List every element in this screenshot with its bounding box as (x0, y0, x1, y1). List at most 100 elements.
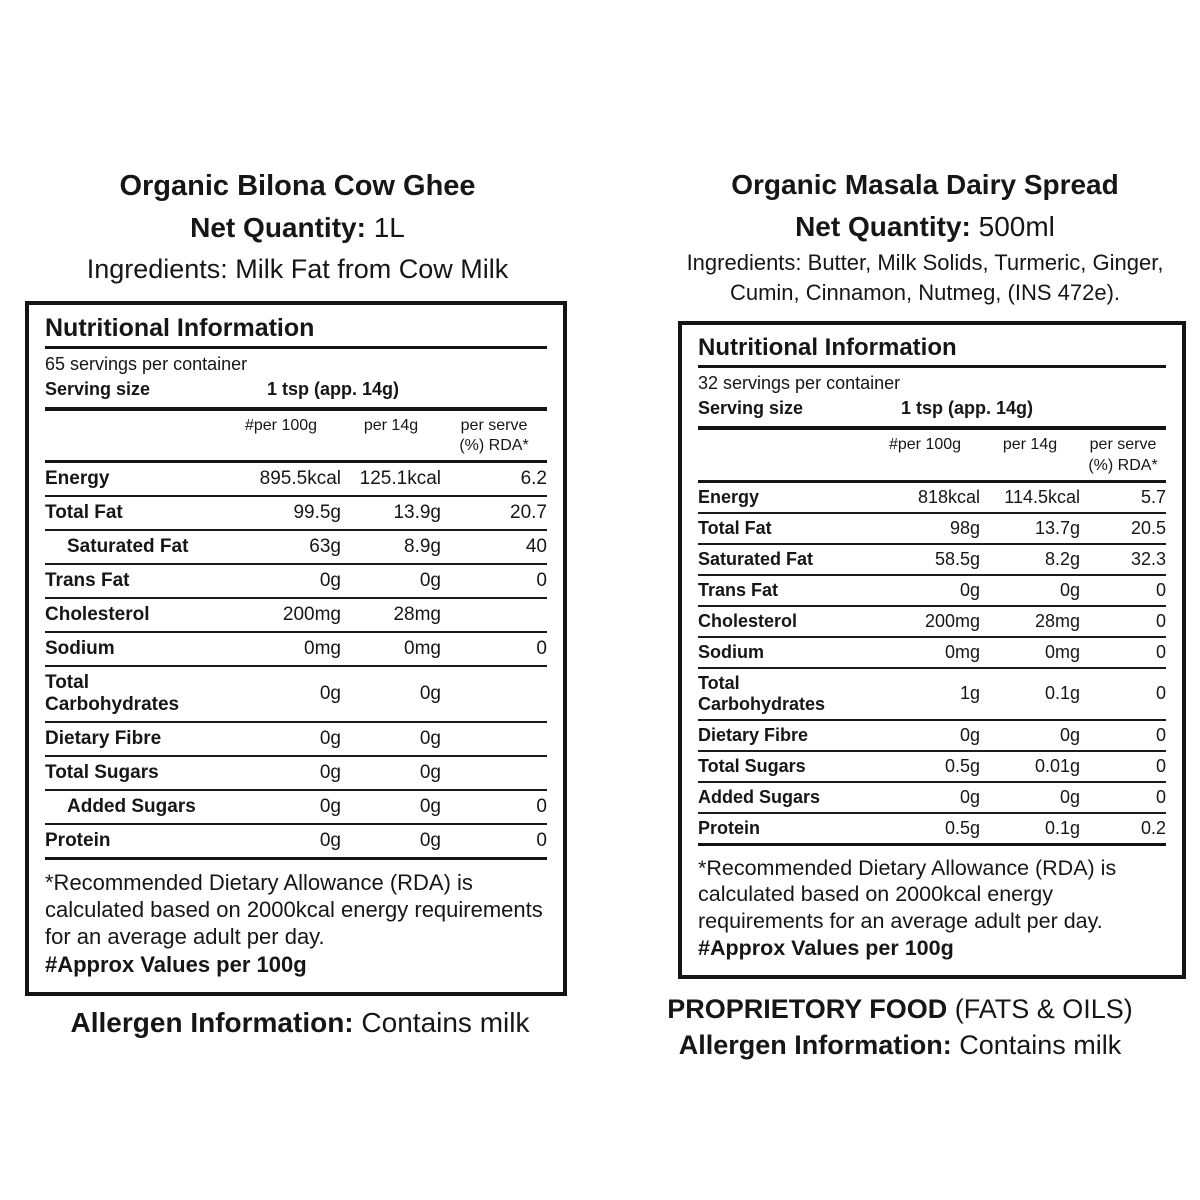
nutrient-value: 32.3 (1130, 548, 1166, 569)
nutrient-label: Protein (698, 817, 761, 838)
servings-count: 32 servings per container (698, 373, 901, 394)
nutrient-value: 0 (1155, 755, 1166, 776)
ingredients: Ingredients: Milk Fat from Cow Milk (25, 249, 570, 290)
spread-label: Organic Masala Dairy Spread Net Quantity… (600, 165, 1200, 1062)
nutrient-label: Total Carbohydrates (45, 672, 180, 716)
nutrition-row: Total Sugars 0g 0g (45, 756, 547, 791)
nutrient-value: 13.7g (1034, 517, 1080, 538)
net-quantity: Net Quantity: 1L (25, 207, 570, 249)
nutrient-value (441, 666, 547, 722)
serving-size: Serving size 1 tsp (app. 14g) (698, 396, 1166, 431)
nutrient-label: Saturated Fat (698, 548, 814, 569)
label-sheet: Organic Bilona Cow Ghee Net Quantity: 1L… (0, 165, 1200, 1062)
serving-size-value: 1 tsp (app. 14g) (267, 378, 400, 399)
nutrient-value: 114.5kcal (1004, 486, 1080, 507)
nutrient-value: 0.1g (1044, 683, 1080, 704)
ingredients-label: Ingredients: (686, 249, 802, 275)
nutrient-value: 200mg (282, 604, 341, 626)
nutrient-value: 0g (319, 570, 341, 592)
nutrient-value: 98g (949, 517, 980, 538)
nutrition-row: Total Fat 99.5g 13.9g 20.7 (45, 496, 547, 531)
nutrient-value: 5.7 (1140, 486, 1166, 507)
nutrient-label: Added Sugars (698, 786, 821, 807)
column-header-per100g: #per 100g (221, 410, 341, 464)
nutrition-row: Added Sugars 0g 0g 0 (45, 790, 547, 825)
nutrient-value: 0g (319, 830, 341, 852)
proprietory-food-label: PROPRIETORY FOOD (667, 994, 948, 1025)
ingredients: Ingredients: Butter, Milk Solids, Turmer… (660, 248, 1190, 310)
column-header-per100g: #per 100g (870, 430, 980, 483)
nutrition-row: Total Carbohydrates 0g 0g (45, 666, 547, 723)
nutrient-value: 0.5g (944, 817, 980, 838)
spread-header: Organic Masala Dairy Spread Net Quantity… (660, 165, 1190, 309)
nutrition-box: Nutritional Information 65 servings per … (25, 300, 567, 997)
nutrition-row: Total Sugars 0.5g 0.01g 0 (698, 751, 1166, 782)
ingredients-value: Milk Fat from Cow Milk (227, 254, 509, 285)
nutrient-value: 58.5g (934, 548, 980, 569)
nutrient-label: Cholesterol (698, 610, 798, 631)
nutrient-label: Protein (45, 830, 111, 852)
nutrition-row: Protein 0g 0g 0 (45, 824, 547, 859)
nutrient-label: Energy (698, 486, 760, 507)
nutrient-value: 8.2g (1044, 548, 1080, 569)
nutrient-value: 0g (419, 570, 441, 592)
nutrient-value: 0 (1155, 786, 1166, 807)
nutrient-label: Cholesterol (45, 604, 150, 626)
nutrient-label: Dietary Fibre (698, 724, 809, 745)
nutrient-value: 20.7 (510, 502, 547, 524)
nutrient-value (441, 756, 547, 790)
net-quantity-label: Net Quantity: (190, 212, 366, 244)
nutrient-value: 0g (319, 728, 341, 750)
nutrient-value: 0g (319, 762, 341, 784)
nutrient-value: 0mg (304, 638, 341, 660)
nutrient-value: 13.9g (393, 502, 441, 524)
nutrient-value: 0 (536, 638, 547, 660)
ingredients-label: Ingredients: (86, 254, 228, 285)
nutrition-heading: Nutritional Information (698, 334, 1166, 369)
nutrient-label: Saturated Fat (67, 536, 189, 558)
nutrition-row: Dietary Fibre 0g 0g 0 (698, 720, 1166, 751)
column-header-per14g: per 14g (980, 430, 1080, 483)
nutrient-value: 6.2 (520, 468, 547, 490)
proprietory-food-line: PROPRIETORY FOOD (FATS & OILS) (600, 993, 1200, 1025)
net-quantity: Net Quantity: 500ml (660, 206, 1190, 248)
approx-values-note: #Approx Values per 100g (45, 952, 307, 978)
nutrient-value: 200mg (924, 610, 980, 631)
nutrient-value: 99.5g (293, 502, 341, 524)
nutrient-label: Total Sugars (45, 762, 159, 784)
nutrient-value: 0g (419, 728, 441, 750)
nutrient-value: 0g (319, 683, 341, 705)
column-header-row: #per 100g per 14g per serve (%) RDA* (698, 430, 1166, 483)
nutrient-label: Total Fat (698, 517, 772, 538)
ghee-label: Organic Bilona Cow Ghee Net Quantity: 1L… (0, 165, 600, 1062)
approx-values-note: #Approx Values per 100g (698, 936, 954, 961)
nutrient-value: 28mg (393, 604, 441, 626)
nutrient-value: 0g (1059, 786, 1080, 807)
nutrient-value: 818kcal (917, 486, 980, 507)
nutrition-table: #per 100g per 14g per serve (%) RDA* Ene… (45, 410, 547, 861)
product-title: Organic Bilona Cow Ghee (119, 170, 476, 202)
nutrient-value: 0 (1155, 683, 1166, 704)
nutrient-value: 0.01g (1034, 755, 1080, 776)
column-header-row: #per 100g per 14g per serve (%) RDA* (45, 410, 547, 464)
nutrient-label: Total Carbohydrates (698, 672, 826, 714)
nutrition-row: Added Sugars 0g 0g 0 (698, 782, 1166, 813)
nutrition-row: Cholesterol 200mg 28mg 0 (698, 606, 1166, 637)
serving-size-value: 1 tsp (app. 14g) (901, 398, 1034, 419)
nutrition-heading: Nutritional Information (45, 314, 547, 349)
nutrient-label: Sodium (45, 638, 115, 660)
column-header-per14g: per 14g (341, 410, 441, 464)
nutrition-row: Saturated Fat 63g 8.9g 40 (45, 530, 547, 565)
nutrient-value: 20.5 (1130, 517, 1166, 538)
nutrient-value: 0mg (1044, 641, 1080, 662)
nutrient-label: Added Sugars (67, 796, 196, 818)
nutrition-row: Dietary Fibre 0g 0g (45, 722, 547, 757)
serving-size: Serving size 1 tsp (app. 14g) (45, 377, 547, 411)
nutrient-value: 0g (419, 830, 441, 852)
nutrition-row: Saturated Fat 58.5g 8.2g 32.3 (698, 544, 1166, 575)
nutrient-value: 0g (959, 786, 980, 807)
nutrient-value: 0 (536, 570, 547, 592)
nutrient-value: 0 (1155, 579, 1166, 600)
nutrient-value: 0g (959, 724, 980, 745)
nutrient-label: Trans Fat (45, 570, 130, 592)
